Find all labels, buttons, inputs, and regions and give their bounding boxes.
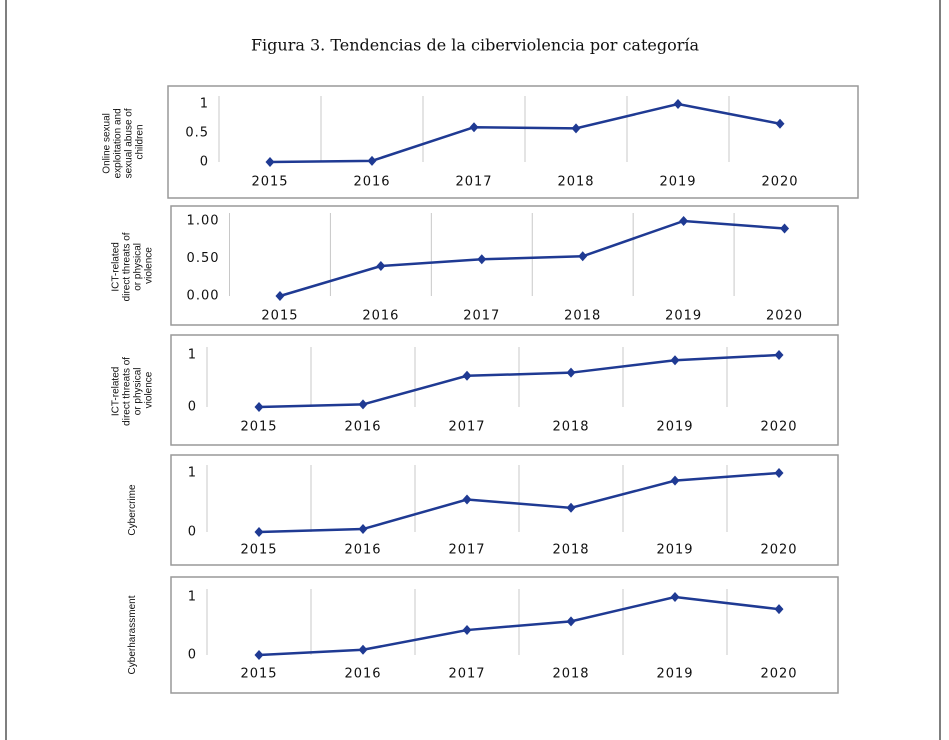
x-tick-label: 2015 (251, 175, 288, 190)
y-tick-label: 0 (200, 155, 209, 170)
x-tick-label: 2017 (448, 543, 485, 558)
data-point (477, 254, 487, 265)
data-point (358, 399, 368, 410)
x-tick-label: 2019 (659, 175, 696, 190)
x-tick-label: 2019 (665, 309, 702, 324)
series-line (258, 353, 780, 409)
data-point (571, 123, 581, 134)
y-tick-label: 1 (188, 466, 197, 481)
y-axis-label: ICT-related direct threats of or physica… (110, 230, 154, 302)
x-tick-label: 2015 (240, 667, 277, 682)
data-point (670, 592, 680, 602)
data-point (679, 216, 689, 226)
data-point (462, 370, 472, 381)
panel-frame (170, 334, 839, 446)
y-tick-label: 1 (188, 348, 197, 363)
data-point (462, 625, 472, 636)
x-tick-label: 2020 (760, 667, 797, 682)
x-tick-label: 2017 (463, 309, 500, 324)
data-point (670, 355, 680, 366)
y-tick-label: 0.5 (185, 126, 209, 141)
data-point (780, 223, 790, 234)
figure-title: Figura 3. Tendencias de la ciberviolenci… (251, 36, 700, 55)
x-tick-label: 2019 (656, 420, 693, 435)
x-tick-label: 2017 (448, 667, 485, 682)
y-tick-label: 1.00 (187, 214, 220, 229)
x-tick-label: 2020 (761, 175, 798, 190)
panel-frame (170, 576, 839, 694)
x-tick-label: 2018 (557, 175, 594, 190)
y-tick-label: 0 (188, 525, 197, 540)
data-point (566, 502, 576, 513)
x-tick-label: 2020 (760, 543, 797, 558)
data-point (578, 251, 588, 262)
data-point (275, 291, 285, 301)
x-tick-label: 2018 (552, 420, 589, 435)
x-tick-label: 2018 (552, 543, 589, 558)
data-point (774, 604, 784, 615)
x-tick-label: 2016 (344, 420, 381, 435)
panel-frame (167, 85, 859, 199)
y-axis-label: Cybercrime (127, 484, 138, 536)
data-point (774, 468, 784, 478)
y-tick-label: 0 (188, 400, 197, 415)
x-tick-label: 2018 (552, 667, 589, 682)
x-tick-label: 2016 (362, 309, 399, 324)
y-tick-label: 0.00 (187, 289, 220, 304)
data-point (673, 99, 683, 109)
x-tick-label: 2020 (766, 309, 803, 324)
data-point (358, 644, 368, 655)
data-point (462, 494, 472, 505)
x-tick-label: 2015 (261, 309, 298, 324)
y-tick-label: 0.50 (187, 251, 220, 266)
panel-frame (170, 205, 839, 326)
data-point (566, 367, 576, 378)
x-tick-label: 2016 (344, 543, 381, 558)
series-line (258, 595, 780, 657)
data-point (254, 650, 264, 660)
x-tick-label: 2015 (240, 420, 277, 435)
x-tick-label: 2017 (455, 175, 492, 190)
x-tick-label: 2020 (760, 420, 797, 435)
data-point (469, 122, 479, 133)
data-point (358, 524, 368, 535)
x-tick-label: 2016 (353, 175, 390, 190)
x-tick-label: 2019 (656, 543, 693, 558)
x-tick-label: 2019 (656, 667, 693, 682)
y-axis-label: ICT-related direct threats of or physica… (110, 354, 154, 426)
data-point (254, 527, 264, 537)
data-point (376, 261, 386, 271)
y-axis-label: Online sexual exploitation and sexual ab… (101, 106, 145, 179)
data-point (774, 350, 784, 360)
data-point (265, 157, 275, 167)
x-tick-label: 2015 (240, 543, 277, 558)
x-tick-label: 2018 (564, 309, 601, 324)
data-point (670, 475, 680, 486)
series-line (258, 471, 780, 534)
y-tick-label: 0 (188, 648, 197, 663)
data-point (775, 118, 785, 129)
panel-frame (170, 454, 839, 566)
x-tick-label: 2017 (448, 420, 485, 435)
y-tick-label: 1 (188, 590, 197, 605)
series-line (279, 219, 785, 298)
y-tick-label: 1 (200, 97, 209, 112)
x-tick-label: 2016 (344, 667, 381, 682)
y-axis-label: Cyberharassment (127, 595, 138, 674)
data-point (566, 616, 576, 627)
series-line (269, 102, 781, 164)
data-point (367, 155, 377, 166)
data-point (254, 402, 264, 412)
